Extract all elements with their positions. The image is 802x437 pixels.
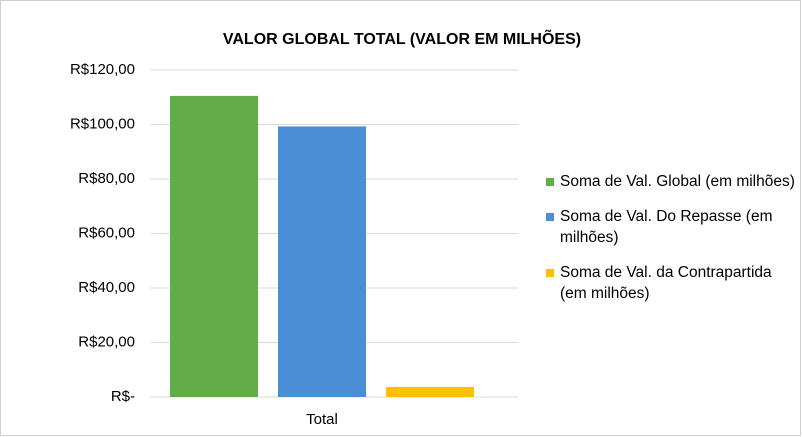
bar [278,126,366,397]
bar [386,386,474,397]
legend: Soma de Val. Global (em milhões) Soma de … [546,171,796,318]
y-tick-label: R$80,00 [78,170,135,187]
y-tick-label: R$- [111,388,135,405]
y-tick-label: R$40,00 [78,279,135,296]
legend-swatch [546,213,554,221]
legend-item: Soma de Val. da Contrapartida (em milhõe… [546,262,796,304]
x-tick-label: Total [306,411,338,428]
legend-item: Soma de Val. Global (em milhões) [546,171,796,192]
y-tick-label: R$60,00 [78,224,135,241]
bar [170,95,258,397]
legend-item: Soma de Val. Do Repasse (em milhões) [546,206,796,248]
y-tick-label: R$20,00 [78,333,135,350]
legend-swatch [546,269,554,277]
legend-label: Soma de Val. Do Repasse (em milhões) [560,208,773,246]
legend-label: Soma de Val. da Contrapartida (em milhõe… [560,264,772,302]
y-tick-label: R$100,00 [70,115,135,132]
legend-swatch [546,178,554,186]
chart-title: VALOR GLOBAL TOTAL (VALOR EM MILHÕES) [223,28,581,48]
y-tick-label: R$120,00 [70,61,135,78]
legend-label: Soma de Val. Global (em milhões) [560,173,795,190]
